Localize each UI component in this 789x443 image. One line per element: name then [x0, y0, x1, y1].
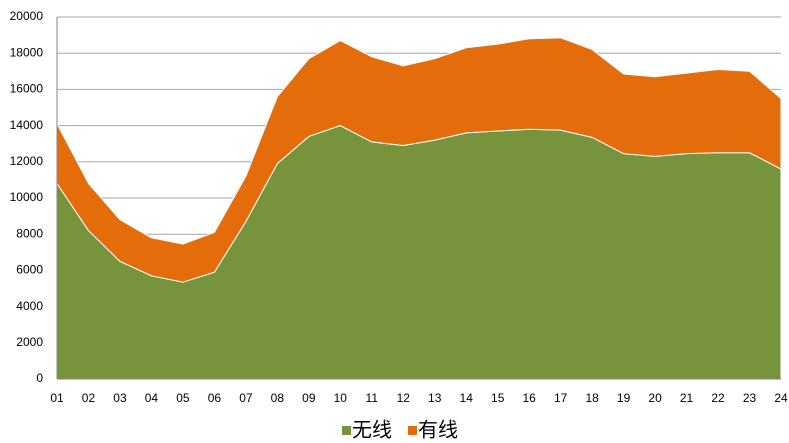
y-tick-label: 20000 — [10, 9, 44, 23]
x-tick-label: 16 — [522, 391, 536, 405]
x-tick-label: 10 — [334, 391, 348, 405]
x-tick-label: 21 — [680, 391, 694, 405]
x-tick-label: 23 — [743, 391, 757, 405]
legend-label: 有线 — [418, 418, 458, 441]
x-tick-label: 24 — [774, 391, 788, 405]
legend-swatch — [342, 426, 351, 435]
x-tick-label: 11 — [366, 391, 379, 405]
area — [56, 37, 782, 283]
x-tick-label: 08 — [271, 391, 285, 405]
y-tick-label: 4000 — [16, 299, 43, 313]
x-tick-label: 12 — [397, 391, 411, 405]
y-tick-label: 16000 — [10, 82, 44, 96]
y-tick-label: 0 — [36, 371, 43, 385]
x-tick-label: 06 — [208, 391, 222, 405]
x-tick-label: 15 — [491, 391, 505, 405]
x-tick-label: 04 — [145, 391, 159, 405]
x-tick-label: 22 — [711, 391, 725, 405]
x-tick-label: 19 — [617, 391, 631, 405]
y-tick-label: 18000 — [10, 45, 44, 59]
x-tick-label: 03 — [113, 391, 127, 405]
y-tick-label: 6000 — [16, 263, 43, 277]
y-tick-label: 2000 — [16, 335, 43, 349]
x-tick-label: 20 — [648, 391, 662, 405]
legend-swatch — [408, 426, 417, 435]
x-tick-label: 09 — [302, 391, 316, 405]
x-tick-label: 07 — [239, 391, 253, 405]
y-tick-label: 14000 — [10, 118, 44, 132]
x-tick-label: 18 — [585, 391, 599, 405]
x-tick-label: 02 — [82, 391, 96, 405]
y-tick-label: 12000 — [10, 154, 44, 168]
legend-label: 无线 — [352, 418, 392, 441]
x-tick-label: 14 — [460, 391, 474, 405]
x-tick-label: 05 — [176, 391, 190, 405]
x-tick-label: 13 — [428, 391, 442, 405]
x-tick-label: 01 — [50, 391, 64, 405]
y-tick-label: 10000 — [10, 190, 44, 204]
x-tick-label: 17 — [554, 391, 568, 405]
y-tick-label: 8000 — [16, 226, 43, 240]
